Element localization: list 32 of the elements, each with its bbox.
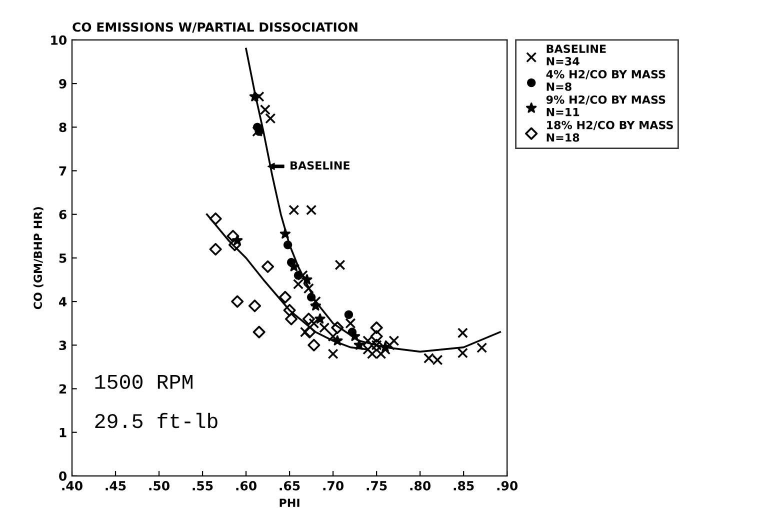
legend-label: 9% H2/CO BY MASS N=11	[546, 95, 666, 116]
x-tick-label: .45	[106, 481, 126, 490]
y-axis-title: CO (GM/BHP HR)	[33, 207, 44, 310]
y-tick-label: 3	[59, 340, 66, 350]
annotation: 29.5 ft-lb	[95, 412, 218, 428]
y-tick-label: 0	[59, 471, 67, 481]
legend-label: 4% H2/CO BY MASS N=8	[546, 70, 666, 91]
x-tick-label: .75	[366, 481, 387, 490]
y-tick-label: 4	[59, 297, 67, 306]
x-tick-label: .60	[236, 481, 257, 490]
y-tick-label: 10	[51, 35, 67, 45]
legend-label: BASELINE N=34	[546, 44, 606, 66]
y-tick-label: 9	[59, 79, 66, 88]
x-tick-label: .85	[454, 481, 474, 490]
x-tick-label: .90	[497, 481, 518, 490]
x-tick-label: .40	[62, 481, 82, 490]
annotation: 1500 RPM	[95, 374, 192, 389]
y-tick-label: 6	[59, 210, 66, 220]
x-tick-label: .50	[149, 481, 170, 490]
x-tick-label: .80	[410, 481, 431, 490]
legend-label: 18% H2/CO BY MASS N=18	[546, 120, 673, 142]
y-tick-label: 5	[59, 254, 66, 263]
y-tick-label: 2	[59, 384, 66, 394]
x-axis-title: PHI	[280, 498, 300, 507]
y-tick-label: 1	[60, 428, 66, 438]
x-tick-label: .55	[192, 481, 213, 490]
chart-title: CO EMISSIONS W/PARTIAL DISSOCIATION	[72, 22, 358, 33]
y-tick-label: 7	[59, 166, 66, 176]
y-tick-label: 8	[59, 122, 66, 132]
x-tick-label: .70	[323, 481, 344, 490]
annotation: BASELINE	[290, 161, 350, 170]
x-tick-label: .65	[280, 481, 300, 490]
